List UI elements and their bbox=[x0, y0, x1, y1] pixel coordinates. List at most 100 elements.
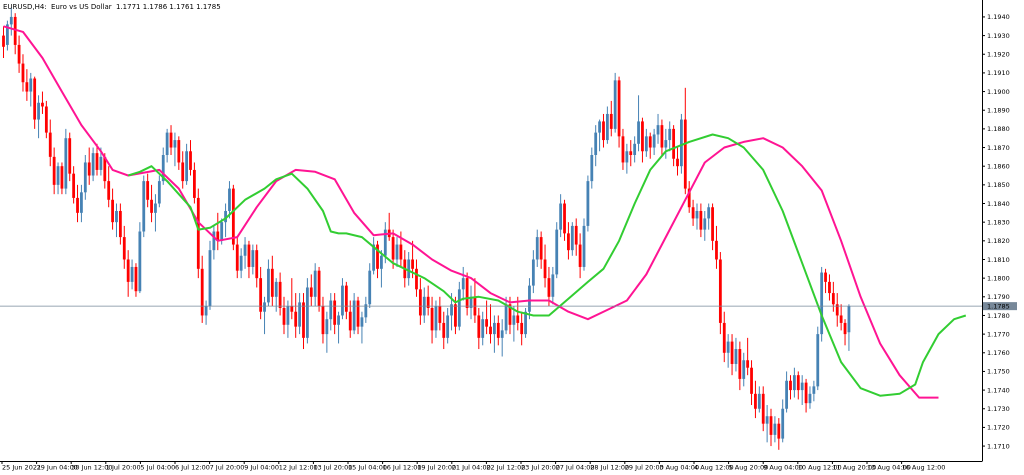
candle-body bbox=[461, 278, 465, 290]
candle bbox=[76, 184, 79, 223]
candle bbox=[134, 263, 138, 297]
candle-body bbox=[590, 155, 594, 182]
candle bbox=[676, 147, 679, 176]
candle-body bbox=[111, 199, 114, 223]
candle-body bbox=[750, 367, 753, 394]
time-tick-label: 13 Aug 04:00 bbox=[867, 464, 911, 472]
candle bbox=[231, 184, 235, 251]
candle-body bbox=[313, 270, 317, 297]
moving-averages-layer bbox=[3, 25, 967, 399]
candle bbox=[617, 76, 621, 148]
candle-body bbox=[547, 278, 551, 297]
candle-body bbox=[235, 244, 239, 271]
candle bbox=[150, 184, 153, 223]
candle bbox=[792, 367, 796, 398]
candle bbox=[590, 147, 594, 189]
candle-body bbox=[372, 244, 376, 271]
candle bbox=[539, 231, 543, 269]
candle-body bbox=[438, 306, 442, 323]
candle-body bbox=[769, 416, 773, 435]
candle-body bbox=[847, 306, 851, 333]
candle bbox=[356, 296, 360, 335]
price-tick-label: 1.1900 bbox=[987, 88, 1010, 96]
candle bbox=[761, 386, 765, 432]
time-tick-label: 28 Jul 12:00 bbox=[590, 464, 629, 472]
price-tick-label: 1.1740 bbox=[987, 386, 1010, 394]
candle bbox=[816, 326, 820, 391]
candle bbox=[130, 259, 134, 290]
price-tick-label: 1.1750 bbox=[987, 368, 1010, 376]
candle-body bbox=[309, 287, 313, 297]
candle bbox=[204, 300, 208, 325]
candle bbox=[765, 405, 769, 443]
candle bbox=[33, 76, 37, 129]
candle bbox=[251, 244, 255, 275]
candle bbox=[115, 203, 118, 238]
candle-body bbox=[812, 386, 816, 394]
candle bbox=[138, 222, 142, 294]
candle bbox=[274, 278, 278, 312]
chart-header-description: Euro vs US Dollar bbox=[51, 3, 112, 11]
candle-body bbox=[711, 207, 714, 241]
time-tick-label: 10 Aug 12:00 bbox=[798, 464, 842, 472]
candle bbox=[60, 162, 64, 195]
candle bbox=[41, 91, 44, 114]
candle-body bbox=[204, 306, 208, 316]
candle bbox=[181, 151, 185, 189]
time-tick-label: 11 Aug 20:00 bbox=[832, 464, 876, 472]
candle bbox=[512, 306, 516, 342]
candle-body bbox=[130, 266, 134, 282]
candle bbox=[629, 140, 633, 167]
candle bbox=[83, 155, 87, 200]
candle bbox=[196, 188, 200, 279]
candle bbox=[68, 132, 72, 182]
candle-body bbox=[267, 268, 270, 303]
candle bbox=[621, 128, 625, 170]
candle-body bbox=[843, 322, 847, 335]
candle-body bbox=[395, 244, 399, 260]
candle bbox=[582, 218, 586, 271]
candle-body bbox=[161, 155, 165, 182]
candle-body bbox=[9, 16, 13, 25]
candle-body bbox=[348, 311, 352, 331]
price-tick-label: 1.1840 bbox=[987, 200, 1010, 208]
candle bbox=[633, 136, 637, 163]
candle-body bbox=[680, 119, 683, 167]
candle-body bbox=[37, 102, 40, 120]
candle bbox=[368, 263, 372, 308]
candle-body bbox=[25, 82, 29, 92]
candle-body bbox=[17, 44, 21, 64]
candle bbox=[718, 252, 722, 335]
candle bbox=[695, 203, 699, 230]
candle bbox=[325, 311, 329, 353]
axes bbox=[0, 0, 983, 462]
price-tick-label: 1.1930 bbox=[987, 32, 1010, 40]
candle-body bbox=[481, 319, 485, 338]
time-tick-label: 3 Aug 04:00 bbox=[659, 464, 699, 472]
candle bbox=[543, 244, 547, 288]
candle-body bbox=[707, 207, 711, 219]
candle-body bbox=[2, 35, 5, 47]
candle-body bbox=[469, 296, 473, 308]
candle bbox=[672, 125, 676, 167]
candle-body bbox=[594, 132, 598, 155]
candle bbox=[13, 13, 17, 55]
candle bbox=[711, 203, 714, 251]
time-tick-label: 12 Jul 12:00 bbox=[279, 464, 318, 472]
candle bbox=[598, 119, 601, 152]
candle-body bbox=[551, 274, 555, 297]
candle-body bbox=[426, 296, 430, 308]
candle-body bbox=[808, 393, 812, 404]
candle bbox=[107, 166, 111, 208]
time-tick-label: 6 Jul 12:00 bbox=[175, 464, 210, 472]
candle-body bbox=[605, 113, 609, 141]
time-tick-label: 30 Jun 12:00 bbox=[71, 464, 112, 472]
candle-body bbox=[317, 270, 321, 307]
candle-body bbox=[333, 300, 337, 325]
candle-body bbox=[792, 375, 796, 391]
price-tick-label: 1.1710 bbox=[987, 442, 1010, 450]
candle-body bbox=[360, 317, 364, 327]
